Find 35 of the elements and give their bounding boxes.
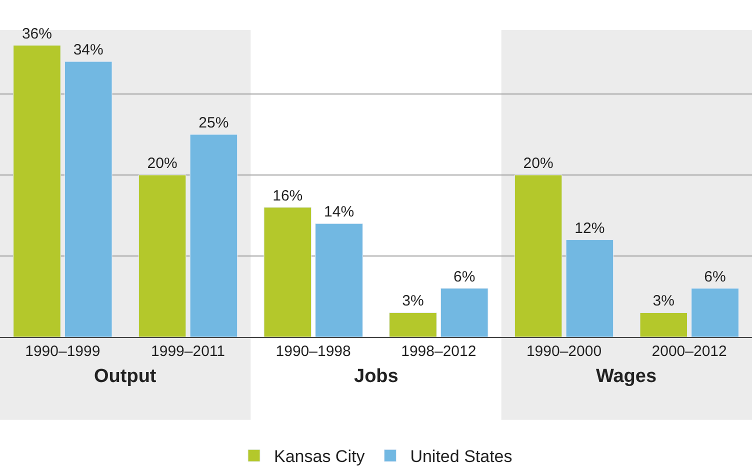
bar [315,223,363,337]
data-label: 20% [523,154,554,172]
legend-label: United States [410,447,512,466]
data-label: 14% [324,204,354,221]
bar [264,207,312,337]
x-tick-label: 1998–2012 [401,343,476,360]
data-label: 20% [147,154,178,172]
bar [138,174,186,337]
data-label: 34% [73,42,104,59]
data-label: 25% [198,114,229,132]
text: Jobs [354,366,398,387]
bar [190,134,238,337]
x-tick-label: 1990–1998 [276,343,351,360]
data-label: 6% [454,268,476,286]
data-label: 12% [574,220,605,237]
bar [64,61,112,337]
text: Wages [596,366,657,387]
data-label: 3% [402,292,424,310]
data-label: 16% [272,187,303,204]
bar [514,174,562,337]
bar [691,288,739,337]
x-tick-label: 1990–2000 [526,343,602,360]
text: Output [94,366,157,387]
x-tick-label: 1999–2011 [151,343,225,360]
data-label: 6% [704,268,726,286]
bar [13,45,61,337]
bar [440,288,488,337]
bar [566,240,614,337]
legend-label: Kansas City [274,447,366,466]
bar [640,312,688,337]
data-label: 3% [652,292,674,310]
x-tick-label: 1990–1999 [25,343,100,360]
x-tick-label: 2000–2012 [652,343,727,360]
data-label: 36% [22,25,52,42]
bar [389,312,437,337]
